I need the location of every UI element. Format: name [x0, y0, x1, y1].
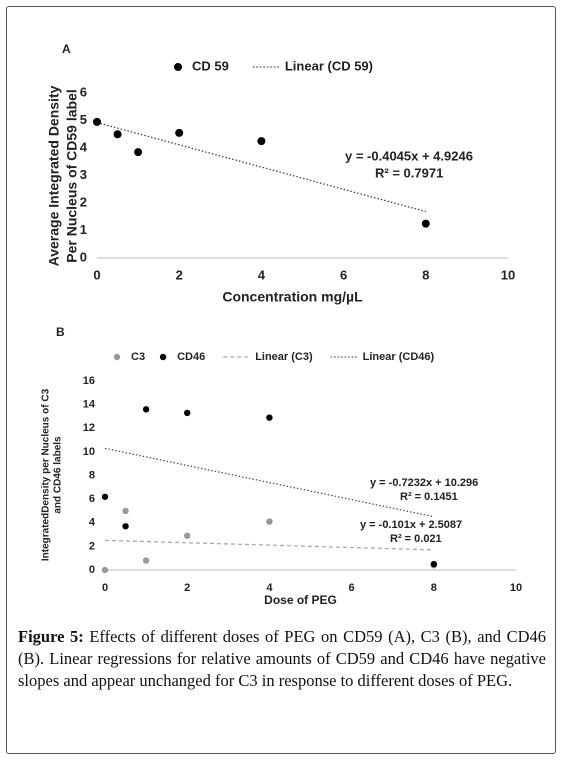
trendline-r-squared: R² = 0.1451 [400, 491, 458, 503]
x-tick-label: 2 [176, 267, 183, 282]
data-point [113, 130, 122, 139]
data-point [175, 128, 184, 137]
data-point [101, 566, 109, 574]
panel-title: A [62, 42, 71, 56]
x-tick-label: 8 [422, 267, 429, 282]
trendline-equation: y = -0.4045x + 4.9246 [345, 148, 473, 163]
y-tick-label: 2 [80, 194, 87, 209]
legend-label: C3 [131, 351, 145, 363]
x-axis-label: Dose of PEG [264, 593, 337, 607]
y-tick-label: 0 [89, 564, 95, 576]
trendline-equation: y = -0.101x + 2.5087 [360, 519, 462, 531]
figure-frame [6, 6, 556, 754]
trendline [104, 539, 434, 551]
x-tick-label: 10 [501, 267, 515, 282]
x-tick-label: 10 [510, 582, 522, 594]
data-point [257, 137, 266, 146]
y-axis-label: Per Nucleus of CD59 label [64, 89, 80, 263]
data-point [421, 219, 430, 228]
data-point [122, 507, 129, 515]
data-point [184, 409, 191, 417]
y-tick-label: 14 [83, 399, 96, 411]
y-tick-label: 2 [89, 540, 95, 552]
data-point [266, 518, 273, 525]
legend-label: CD46 [177, 351, 205, 363]
x-tick-label: 8 [431, 582, 437, 594]
data-point [266, 414, 273, 421]
y-tick-label: 0 [80, 249, 87, 264]
caption-text: Effects of different doses of PEG on CD5… [18, 627, 547, 690]
y-tick-label: 4 [80, 139, 88, 154]
data-point [142, 406, 150, 413]
trendline-r-squared: R² = 0.7971 [375, 165, 443, 180]
x-tick-label: 0 [93, 267, 100, 282]
caption: Figure 5: Effects of different doses of … [18, 626, 546, 692]
x-tick-label: 6 [340, 267, 347, 282]
y-tick-label: 6 [80, 84, 87, 99]
data-point [430, 560, 437, 568]
data-point [134, 148, 143, 157]
legend-label: CD 59 [192, 58, 229, 73]
y-tick-label: 6 [89, 493, 95, 505]
trendline-equation: y = -0.7232x + 10.296 [370, 477, 478, 489]
x-tick-label: 0 [102, 582, 108, 594]
trendline-r-squared: R² = 0.021 [390, 533, 442, 545]
data-point [184, 532, 191, 539]
y-axis-label: IntegratedDensity per Nucleus of C3 [41, 388, 52, 561]
y-tick-label: 5 [80, 112, 87, 127]
x-tick-label: 4 [258, 267, 266, 282]
legend-marker [113, 353, 121, 361]
data-point [101, 493, 109, 500]
y-tick-label: 1 [80, 222, 87, 237]
x-tick-label: 2 [184, 582, 190, 594]
y-tick-label: 16 [83, 375, 95, 387]
panel-title: B [56, 325, 65, 339]
y-tick-label: 4 [89, 517, 96, 529]
y-tick-label: 8 [89, 469, 95, 481]
y-tick-label: 12 [83, 422, 95, 434]
y-tick-label: 10 [83, 446, 95, 458]
data-point [93, 117, 101, 126]
x-tick-label: 6 [349, 582, 355, 594]
x-tick-label: 4 [266, 582, 273, 594]
legend-label: Linear (CD 59) [285, 58, 373, 73]
y-axis-label: Average Integrated Density [46, 85, 62, 266]
legend-marker [174, 63, 182, 71]
legend-marker [159, 353, 167, 361]
trendline [96, 121, 426, 213]
caption-label: Figure 5: [18, 627, 84, 646]
x-axis-label: Concentration mg/µL [222, 289, 363, 305]
data-point [142, 557, 150, 564]
legend-label: Linear (C3) [255, 351, 313, 363]
y-axis-label: and CD46 labels [53, 436, 64, 514]
legend-label: Linear (CD46) [363, 351, 435, 363]
data-point [122, 523, 129, 530]
y-tick-label: 3 [80, 167, 87, 182]
